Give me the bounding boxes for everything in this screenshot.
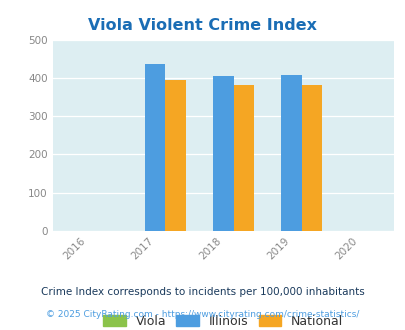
- Text: Crime Index corresponds to incidents per 100,000 inhabitants: Crime Index corresponds to incidents per…: [41, 287, 364, 297]
- Bar: [301, 85, 322, 231]
- Text: © 2025 CityRating.com - https://www.cityrating.com/crime-statistics/: © 2025 CityRating.com - https://www.city…: [46, 310, 359, 319]
- Bar: [213, 76, 233, 231]
- Text: Viola Violent Crime Index: Viola Violent Crime Index: [88, 18, 317, 33]
- Legend: Viola, Illinois, National: Viola, Illinois, National: [98, 310, 347, 330]
- Bar: [145, 64, 165, 231]
- Bar: [165, 80, 185, 231]
- Bar: [281, 75, 301, 231]
- Bar: [233, 85, 254, 231]
